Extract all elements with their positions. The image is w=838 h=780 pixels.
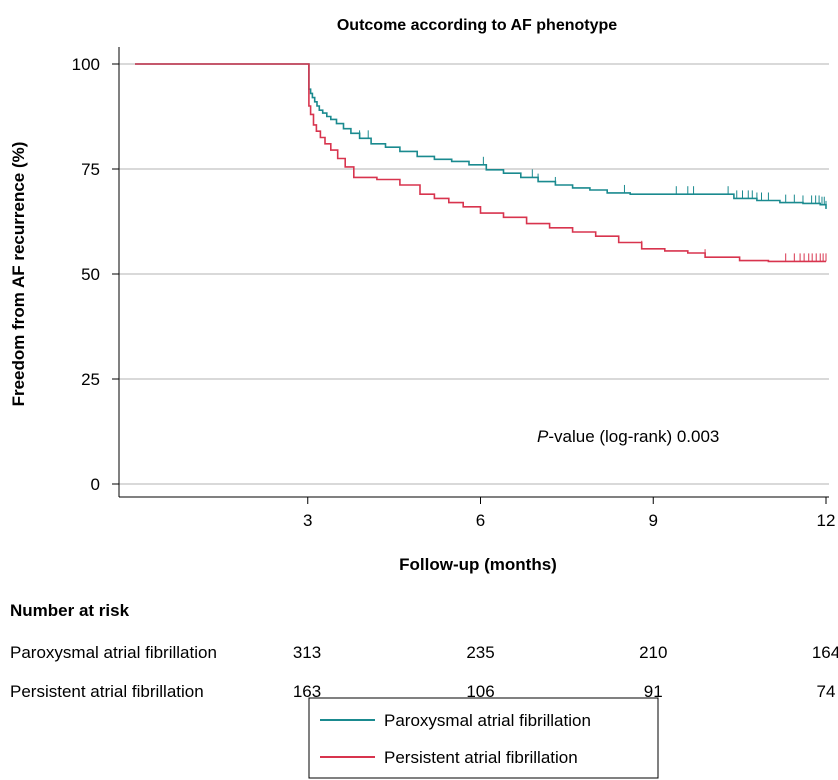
y-tick-label-0: 0 <box>91 475 100 494</box>
x-tick-label-3: 3 <box>303 511 312 530</box>
axes: 0 25 50 75 100 3 6 9 12 <box>72 47 836 530</box>
y-tick-label-25: 25 <box>81 370 100 389</box>
risk-table-header: Number at risk <box>10 601 130 620</box>
x-axis-label: Follow-up (months) <box>399 555 557 574</box>
risk-count-paroxysmal-9: 210 <box>639 643 667 662</box>
km-curve-persistent <box>135 63 826 263</box>
plot-area <box>135 63 827 263</box>
legend: Paroxysmal atrial fibrillation Persisten… <box>308 697 659 779</box>
risk-row-label-persistent: Persistent atrial fibrillation <box>10 682 204 701</box>
pvalue-annotation: P-value (log-rank) 0.003 <box>537 427 719 446</box>
legend-label-persistent: Persistent atrial fibrillation <box>384 748 578 767</box>
x-tick-label-9: 9 <box>649 511 658 530</box>
risk-count-paroxysmal-0: 313 <box>293 643 321 662</box>
pvalue-annotation-text: -value (log-rank) 0.003 <box>548 427 719 446</box>
risk-count-paroxysmal-12: 164 <box>812 643 838 662</box>
risk-table: Paroxysmal atrial fibrillation 313 235 210 1… <box>10 643 838 701</box>
x-tick-label-12: 12 <box>817 511 836 530</box>
risk-count-persistent-6: 106 <box>466 682 494 701</box>
x-tick-label-6: 6 <box>476 511 485 530</box>
y-axis-label: Freedom from AF recurrence (%) <box>9 142 28 407</box>
risk-count-persistent-9: 91 <box>644 682 663 701</box>
chart-title: Outcome according to AF phenotype <box>337 17 617 34</box>
km-curve-paroxysmal <box>135 63 827 209</box>
risk-count-paroxysmal-6: 235 <box>466 643 494 662</box>
grid <box>119 63 829 485</box>
y-tick-label-75: 75 <box>81 160 100 179</box>
legend-box <box>308 697 659 779</box>
risk-count-persistent-0: 163 <box>293 682 321 701</box>
legend-label-paroxysmal: Paroxysmal atrial fibrillation <box>384 711 591 730</box>
y-tick-label-50: 50 <box>81 265 100 284</box>
risk-count-persistent-12: 74 <box>817 682 836 701</box>
pvalue-annotation-italic: P <box>537 427 549 446</box>
risk-row-label-paroxysmal: Paroxysmal atrial fibrillation <box>10 643 217 662</box>
y-tick-label-100: 100 <box>72 55 100 74</box>
